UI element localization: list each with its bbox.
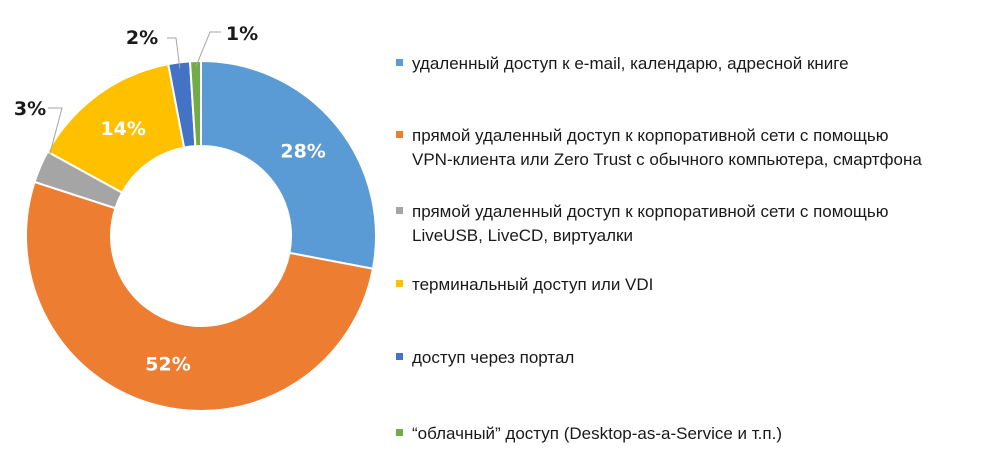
legend-label: удаленный доступ к e-mail, календарю, ад…: [412, 54, 849, 73]
legend-swatch: [396, 353, 403, 360]
legend-label: прямой удаленный доступ к корпоративной …: [412, 126, 922, 169]
slice-label: 2%: [126, 27, 158, 49]
legend-swatch: [396, 131, 403, 138]
legend-label: прямой удаленный доступ к корпоративной …: [412, 202, 889, 245]
legend-item-vpn: прямой удаленный доступ к корпоративной …: [396, 124, 922, 172]
legend-swatch: [396, 207, 403, 214]
legend-item-liveusb: прямой удаленный доступ к корпоративной …: [396, 200, 889, 248]
slice-label: 3%: [14, 98, 46, 120]
legend-item-email: удаленный доступ к e-mail, календарю, ад…: [396, 52, 849, 76]
slice-email: [200, 59, 377, 270]
slice-label: 1%: [226, 23, 258, 45]
leader-line: [195, 31, 221, 68]
legend-label: доступ через портал: [412, 348, 575, 367]
legend-label: “облачный” доступ (Desktop-as-a-Service …: [412, 424, 782, 443]
legend-swatch: [396, 59, 403, 66]
leader-line: [167, 37, 181, 69]
leader-line: [45, 107, 63, 170]
slice-label: 52%: [145, 353, 190, 375]
slice-cloud: [188, 59, 202, 148]
legend-label: терминальный доступ или VDI: [412, 275, 654, 294]
legend-swatch: [396, 429, 403, 436]
legend-item-cloud: “облачный” доступ (Desktop-as-a-Service …: [396, 422, 782, 446]
slice-label: 14%: [100, 118, 145, 140]
legend-item-portal: доступ через портал: [396, 346, 574, 370]
slice-label: 28%: [280, 141, 325, 163]
legend-swatch: [396, 280, 403, 287]
legend-item-vdi: терминальный доступ или VDI: [396, 273, 653, 297]
slice-vpn: [24, 180, 375, 413]
